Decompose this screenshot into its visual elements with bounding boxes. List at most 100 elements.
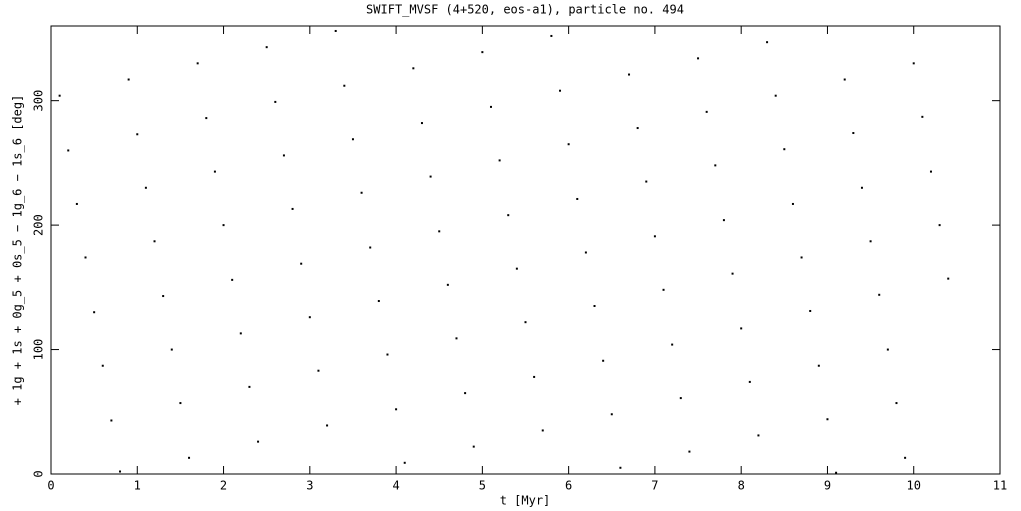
point <box>377 300 380 303</box>
point <box>904 456 907 459</box>
point <box>489 105 492 108</box>
point <box>326 424 329 427</box>
point <box>722 219 725 222</box>
point <box>84 256 87 259</box>
point <box>317 369 320 372</box>
point <box>300 262 303 265</box>
point <box>403 461 406 464</box>
point <box>645 180 648 183</box>
point <box>188 456 191 459</box>
point <box>507 214 510 217</box>
x-axis-label: t [Myr] <box>500 494 551 508</box>
point <box>783 148 786 151</box>
x-tick-label: 1 <box>134 479 141 493</box>
point <box>774 94 777 97</box>
point <box>351 138 354 141</box>
point <box>929 170 932 173</box>
point <box>248 385 251 388</box>
point <box>472 445 475 448</box>
y-tick-label: 100 <box>32 339 46 361</box>
x-tick-label: 3 <box>306 479 313 493</box>
point <box>205 117 208 120</box>
point <box>921 115 924 118</box>
point <box>515 267 518 270</box>
point <box>58 94 61 97</box>
x-tick-label: 2 <box>220 479 227 493</box>
point <box>257 440 260 443</box>
point <box>619 466 622 469</box>
point <box>817 364 820 367</box>
point <box>101 364 104 367</box>
point <box>524 321 527 324</box>
point <box>429 175 432 178</box>
y-tick-label: 0 <box>32 470 46 477</box>
point <box>800 256 803 259</box>
point <box>93 311 96 314</box>
x-tick-label: 6 <box>565 479 572 493</box>
point <box>697 57 700 60</box>
point <box>636 127 639 130</box>
point <box>541 429 544 432</box>
point <box>110 419 113 422</box>
point <box>679 397 682 400</box>
point <box>127 78 130 81</box>
point <box>334 29 337 32</box>
point <box>420 122 423 125</box>
point <box>369 246 372 249</box>
point <box>947 277 950 280</box>
point <box>791 202 794 205</box>
point <box>757 434 760 437</box>
point <box>610 413 613 416</box>
point <box>162 295 165 298</box>
point <box>265 46 268 49</box>
x-tick-label: 0 <box>47 479 54 493</box>
point <box>671 343 674 346</box>
y-axis-label: + 1g + 1s + 0g_5 + 0s_5 − 1g_6 − 1s_6 [d… <box>11 95 25 406</box>
y-tick-label: 200 <box>32 214 46 236</box>
point <box>213 170 216 173</box>
point <box>869 240 872 243</box>
x-tick-label: 9 <box>824 479 831 493</box>
point <box>895 402 898 405</box>
point <box>446 283 449 286</box>
point <box>455 337 458 340</box>
point <box>748 380 751 383</box>
point <box>343 84 346 87</box>
point <box>912 62 915 65</box>
point <box>282 154 285 157</box>
x-tick-label: 7 <box>651 479 658 493</box>
point <box>360 191 363 194</box>
point <box>628 73 631 76</box>
point <box>826 418 829 421</box>
point <box>395 408 398 411</box>
point <box>584 251 587 254</box>
point <box>144 186 147 189</box>
x-tick-label: 10 <box>907 479 921 493</box>
point <box>662 288 665 291</box>
point <box>222 224 225 227</box>
point <box>67 149 70 152</box>
point <box>705 110 708 113</box>
point <box>766 41 769 44</box>
point <box>274 100 277 103</box>
point <box>878 293 881 296</box>
point <box>464 392 467 395</box>
x-tick-label: 8 <box>738 479 745 493</box>
point <box>196 62 199 65</box>
point <box>481 51 484 54</box>
chart-title: SWIFT_MVSF (4+520, eos-a1), particle no.… <box>366 3 684 17</box>
point <box>75 202 78 205</box>
point <box>593 305 596 307</box>
point <box>731 272 734 275</box>
point <box>714 164 717 167</box>
point <box>860 186 863 189</box>
point <box>119 470 122 473</box>
point <box>740 327 743 330</box>
point <box>938 224 941 227</box>
x-tick-label: 11 <box>993 479 1007 493</box>
point <box>886 348 889 351</box>
point <box>550 34 553 37</box>
point <box>412 67 415 70</box>
